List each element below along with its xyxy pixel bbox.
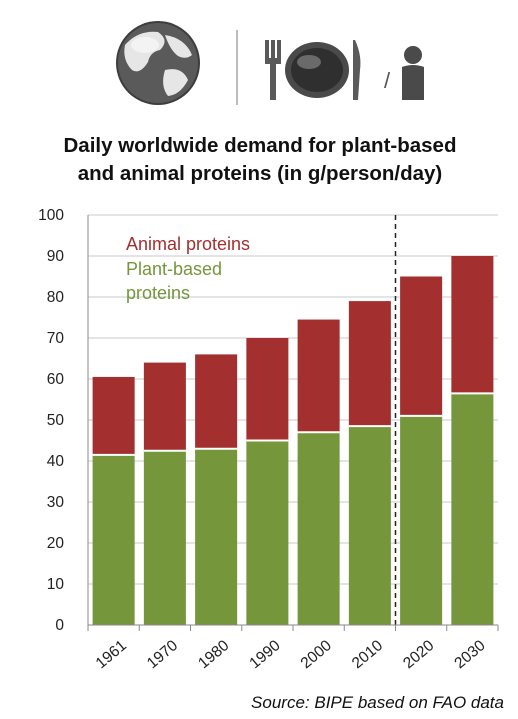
y-tick-label: 30	[47, 494, 65, 511]
bar-animal-1990	[246, 338, 289, 441]
bar-animal-2020	[400, 276, 443, 416]
bar-animal-1980	[195, 354, 238, 449]
x-tick-label: 1970	[144, 637, 182, 672]
y-tick-label: 20	[47, 535, 65, 552]
x-tick-label: 1990	[246, 637, 284, 672]
x-tick-label: 2010	[349, 637, 387, 672]
chart-title: Daily worldwide demand for plant-based a…	[10, 132, 510, 188]
bar-plant-2010	[348, 426, 391, 625]
globe-icon	[116, 21, 200, 105]
slash-text: /	[384, 68, 391, 93]
y-tick-label: 100	[38, 207, 64, 224]
chart-title-line-1: Daily worldwide demand for plant-based	[63, 134, 457, 157]
bar-animal-1970	[143, 362, 186, 451]
y-tick-label: 80	[47, 289, 65, 306]
y-tick-label: 40	[47, 453, 65, 470]
bar-animal-2010	[348, 301, 391, 427]
bar-animal-2000	[297, 319, 340, 433]
bar-plant-2000	[297, 432, 340, 625]
bar-plant-2030	[451, 393, 494, 625]
legend-animal: Animal proteins	[126, 234, 250, 254]
bar-plant-1970	[143, 450, 186, 625]
chart-title-line-2: and animal proteins (in g/person/day)	[77, 162, 443, 185]
y-tick-label: 60	[47, 371, 65, 388]
source-note: Source: BIPE based on FAO data	[251, 693, 504, 712]
x-tick-label: 1980	[195, 637, 233, 672]
person-icon	[402, 46, 424, 100]
x-tick-label: 2000	[298, 637, 336, 672]
x-tick-label: 2020	[400, 637, 438, 672]
bar-animal-2030	[451, 256, 494, 394]
y-tick-label: 70	[47, 330, 65, 347]
bar-animal-1961	[92, 376, 135, 455]
bar-plant-1990	[246, 440, 289, 625]
header-divider	[236, 30, 238, 105]
x-tick-label: 1961	[93, 637, 130, 672]
y-tick-label: 50	[47, 412, 65, 429]
icon-header: /	[116, 21, 424, 105]
bar-plant-2020	[400, 415, 443, 625]
cutlery-plate-icon	[265, 40, 361, 100]
legend-plant-line-2: proteins	[126, 283, 190, 303]
y-tick-label: 0	[55, 617, 64, 634]
y-tick-label: 10	[47, 576, 65, 593]
y-tick-label: 90	[47, 248, 65, 265]
bar-plant-1961	[92, 454, 135, 625]
legend-plant-line-1: Plant-based	[126, 259, 222, 279]
x-tick-label: 2030	[451, 637, 489, 672]
bar-plant-1980	[195, 448, 238, 625]
